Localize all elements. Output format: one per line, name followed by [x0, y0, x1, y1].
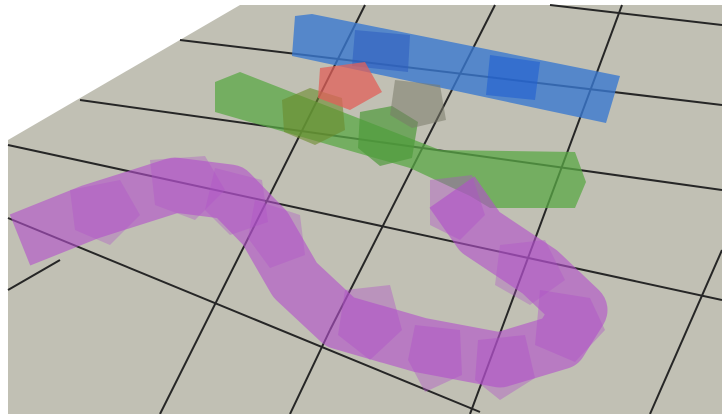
grid-line	[549, 4, 722, 26]
grid-line	[649, 249, 722, 414]
blue-block	[352, 30, 410, 72]
grid-line	[7, 144, 722, 301]
magenta-tube	[9, 156, 608, 400]
tube-segment	[408, 325, 462, 392]
tube-segment	[248, 200, 305, 268]
tube-segment	[535, 290, 605, 362]
blue-block	[486, 55, 540, 100]
grid-line	[7, 217, 481, 413]
green-block	[282, 88, 345, 145]
tube-segment	[430, 175, 485, 240]
red-block	[318, 62, 382, 110]
tube-segment	[338, 285, 402, 360]
green-shape	[215, 72, 586, 208]
tube-body	[9, 157, 608, 388]
tube-segment	[205, 168, 268, 235]
gray-block	[390, 80, 446, 128]
blue-shape	[292, 14, 620, 123]
tube-segment	[495, 240, 565, 305]
grid-line	[289, 329, 331, 414]
tube-segment	[150, 156, 225, 220]
grid-line	[7, 259, 61, 291]
tube-segment	[475, 335, 535, 400]
tube-segment	[70, 180, 140, 245]
